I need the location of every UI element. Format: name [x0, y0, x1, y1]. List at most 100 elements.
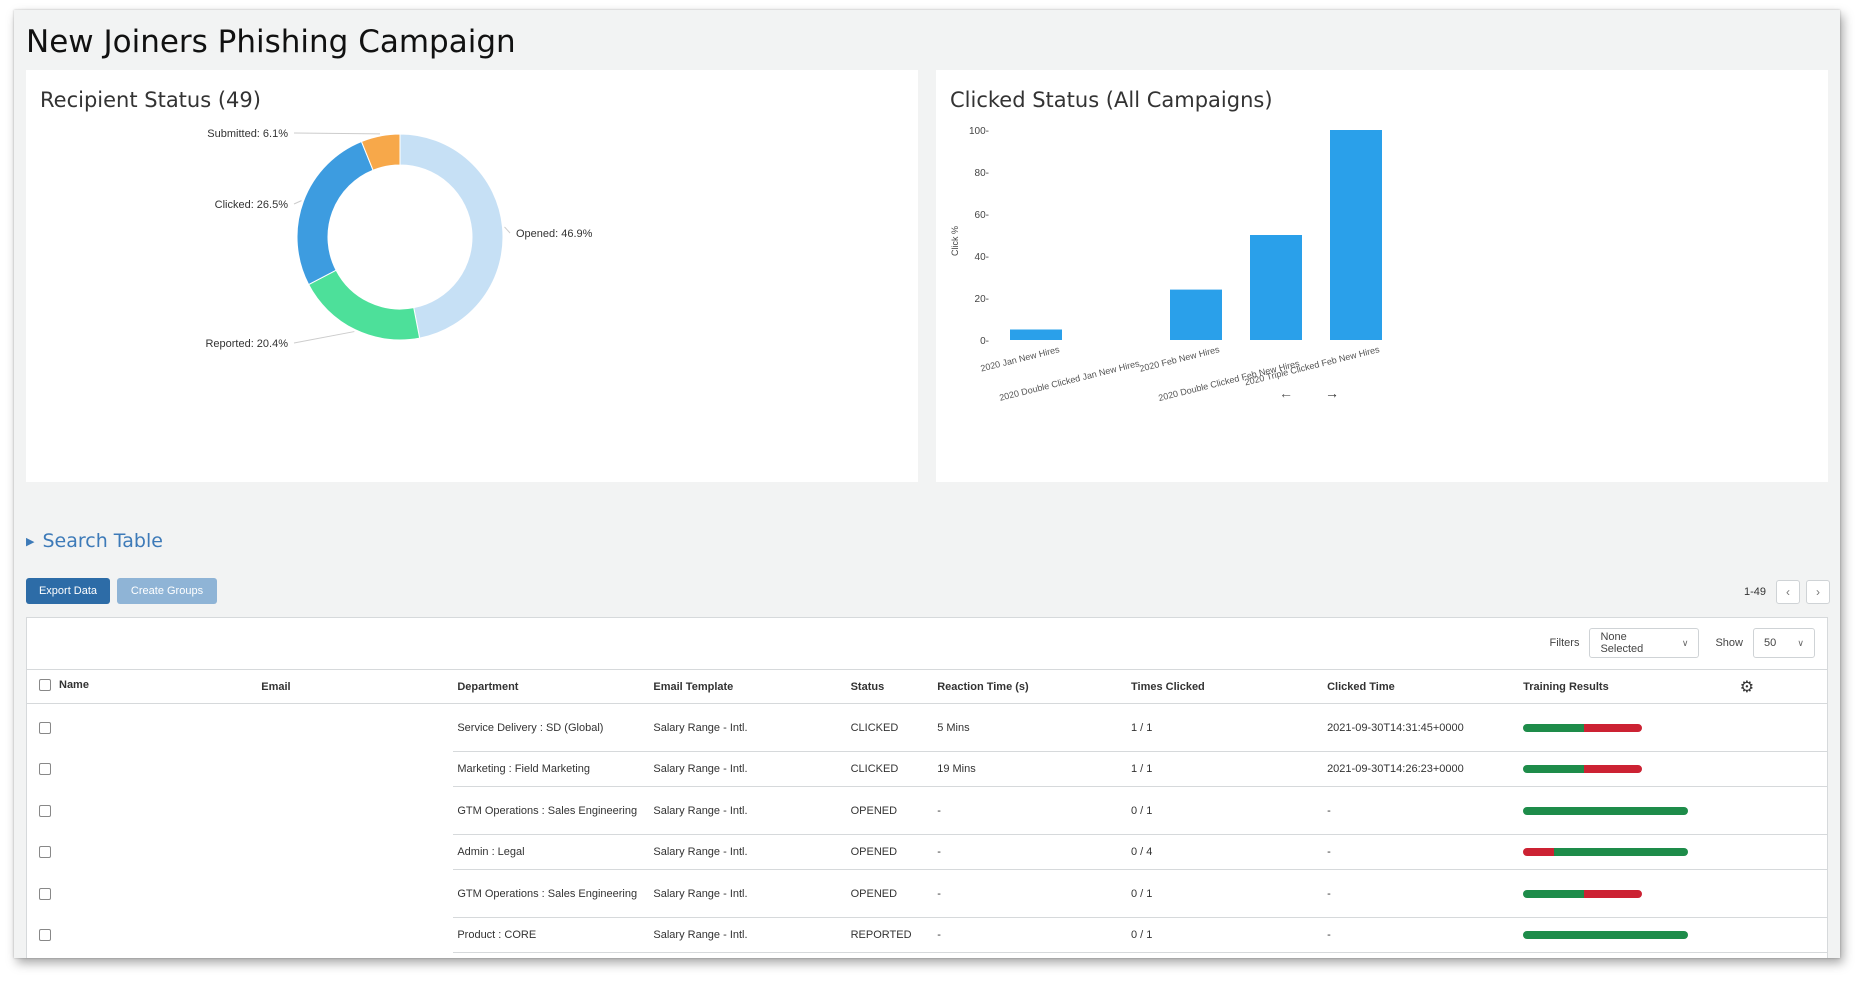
- table-row[interactable]: Service Delivery : SD (Global) Salary Ran…: [27, 703, 1827, 752]
- column-header-times-clicked: Times Clicked: [1127, 669, 1324, 704]
- training-results-segment: [1523, 806, 1689, 815]
- row-checkbox[interactable]: [39, 721, 51, 734]
- y-tick-label: 100-: [969, 126, 989, 137]
- create-groups-button[interactable]: Create Groups: [117, 578, 217, 604]
- status-cell: CLICKED: [846, 703, 934, 752]
- donut-leader-line: [293, 200, 302, 205]
- filters-label: Filters: [1549, 637, 1580, 649]
- clicked-status-card: Clicked Status (All Campaigns) 0- 20- 40- 6…: [936, 70, 1828, 482]
- donut-label-1: Opened: 46.9%: [516, 228, 593, 240]
- spacer-cell: [1716, 834, 1736, 870]
- row-select-cell: [27, 835, 257, 870]
- column-header-department: Department: [453, 669, 650, 704]
- pagination: 1-49 ‹ ›: [1744, 580, 1830, 604]
- pagination-range: 1-49: [1743, 586, 1766, 598]
- column-header-clicked-time: Clicked Time: [1323, 669, 1520, 704]
- column-header-status: Status: [846, 669, 934, 704]
- training-results-segment: [1554, 848, 1689, 856]
- training-results-segment: [1523, 765, 1585, 773]
- bar-5[interactable]: [1330, 130, 1382, 340]
- table-row[interactable]: GTM Operations : Sales Engineering Salary…: [27, 869, 1827, 918]
- recipient-status-card: Recipient Status (49) Opened: 46.9% Repor…: [26, 70, 918, 482]
- donut-slice-2[interactable]: [307, 269, 421, 341]
- email-cell: [257, 752, 453, 787]
- actions-cell: [1735, 703, 1827, 752]
- actions-cell: [1735, 786, 1827, 835]
- recipient-status-title: Recipient Status (49): [40, 88, 261, 112]
- arrow-left-icon[interactable]: ←: [1279, 385, 1293, 401]
- arrow-right-icon[interactable]: →: [1325, 385, 1339, 401]
- y-tick-label: 60-: [975, 210, 989, 221]
- row-checkbox[interactable]: [39, 929, 51, 942]
- clicked-time-cell: 2021-09-30T14:26:23+0000: [1323, 751, 1520, 787]
- donut-label-3: Clicked: 26.5%: [215, 199, 289, 211]
- clicked-time-cell: -: [1323, 917, 1520, 953]
- table-row[interactable]: Marketing : Field Marketing Salary Range …: [27, 751, 1827, 787]
- table-row[interactable]: Product : CORE Salary Range - Intl. REPORT…: [27, 917, 1827, 953]
- row-checkbox[interactable]: [39, 887, 51, 900]
- x-tick-label: 2020 Double Clicked Jan New Hires: [998, 358, 1141, 403]
- training-results-bar: [1523, 889, 1642, 898]
- search-table-toggle[interactable]: ▶ Search Table: [26, 530, 163, 552]
- table-row[interactable]: GTM Operations : Sales Engineering Salary…: [27, 786, 1827, 835]
- actions-cell: [1735, 917, 1827, 953]
- table-row[interactable]: Admin : Legal Salary Range - Intl. OPENED -…: [27, 834, 1827, 870]
- export-data-button[interactable]: Export Data: [26, 578, 110, 604]
- email-template-cell: Salary Range - Intl.: [649, 751, 847, 787]
- y-tick-label: 40-: [975, 252, 989, 263]
- recipient-status-donut: Opened: 46.9% Reported: 20.4% Clicked: 26.…: [205, 128, 593, 350]
- results-table: Name Email Department Email Template Sta…: [27, 669, 1827, 953]
- show-label: Show: [1715, 637, 1743, 649]
- next-page-button[interactable]: ›: [1806, 580, 1830, 604]
- training-results-cell: [1519, 834, 1717, 870]
- bar-1[interactable]: [1010, 329, 1062, 341]
- select-all-checkbox[interactable]: [39, 679, 51, 691]
- show-count-select[interactable]: 50 ∨: [1753, 628, 1815, 658]
- prev-page-button[interactable]: ‹: [1776, 580, 1800, 604]
- email-template-cell: Salary Range - Intl.: [649, 703, 847, 752]
- donut-slice-4[interactable]: [360, 133, 401, 171]
- row-checkbox[interactable]: [39, 763, 51, 776]
- department-cell: GTM Operations : Sales Engineering: [453, 869, 650, 918]
- column-header-reaction-time: Reaction Time (s): [933, 669, 1127, 704]
- email-cell: [257, 704, 453, 752]
- actions-cell: [1735, 751, 1827, 787]
- actions-cell: [1735, 834, 1827, 870]
- reaction-time-cell: 5 Mins: [933, 703, 1127, 752]
- row-select-cell: [27, 870, 257, 918]
- training-results-segment: [1584, 765, 1642, 773]
- row-select-cell: [27, 918, 257, 953]
- chevron-left-icon: ‹: [1786, 585, 1790, 599]
- status-cell: OPENED: [846, 786, 934, 835]
- search-table-label: Search Table: [42, 530, 163, 552]
- gear-icon[interactable]: ⚙: [1739, 678, 1755, 696]
- department-cell: Service Delivery : SD (Global): [453, 703, 650, 752]
- training-results-segment: [1523, 931, 1689, 939]
- training-results-segment: [1584, 889, 1642, 898]
- row-checkbox[interactable]: [39, 804, 51, 817]
- spacer-cell: [1716, 703, 1736, 752]
- clicked-time-cell: -: [1323, 834, 1520, 870]
- filters-select[interactable]: None Selected ∨: [1589, 628, 1700, 658]
- donut-slice-3[interactable]: [296, 140, 374, 286]
- reaction-time-cell: -: [933, 786, 1127, 835]
- row-checkbox[interactable]: [39, 846, 51, 859]
- donut-label-4: Submitted: 6.1%: [207, 128, 288, 140]
- y-tick-label: 20-: [975, 294, 989, 305]
- training-results-segment: [1523, 848, 1555, 856]
- bar-3[interactable]: [1170, 289, 1222, 340]
- row-select-cell: [27, 752, 257, 787]
- donut-leader-line: [293, 331, 355, 344]
- training-results-bar: [1523, 806, 1689, 815]
- show-count-value: 50: [1764, 637, 1777, 649]
- department-cell: Product : CORE: [453, 917, 650, 953]
- donut-slice-1[interactable]: [399, 133, 504, 339]
- page-title: New Joiners Phishing Campaign: [26, 24, 516, 60]
- clicked-time-cell: -: [1323, 786, 1520, 835]
- email-cell: [257, 918, 453, 953]
- status-cell: OPENED: [846, 834, 934, 870]
- bar-4[interactable]: [1250, 235, 1302, 340]
- x-tick-label: 2020 Jan New Hires: [979, 344, 1061, 373]
- training-results-cell: [1519, 869, 1717, 918]
- chevron-right-icon: ›: [1816, 585, 1820, 599]
